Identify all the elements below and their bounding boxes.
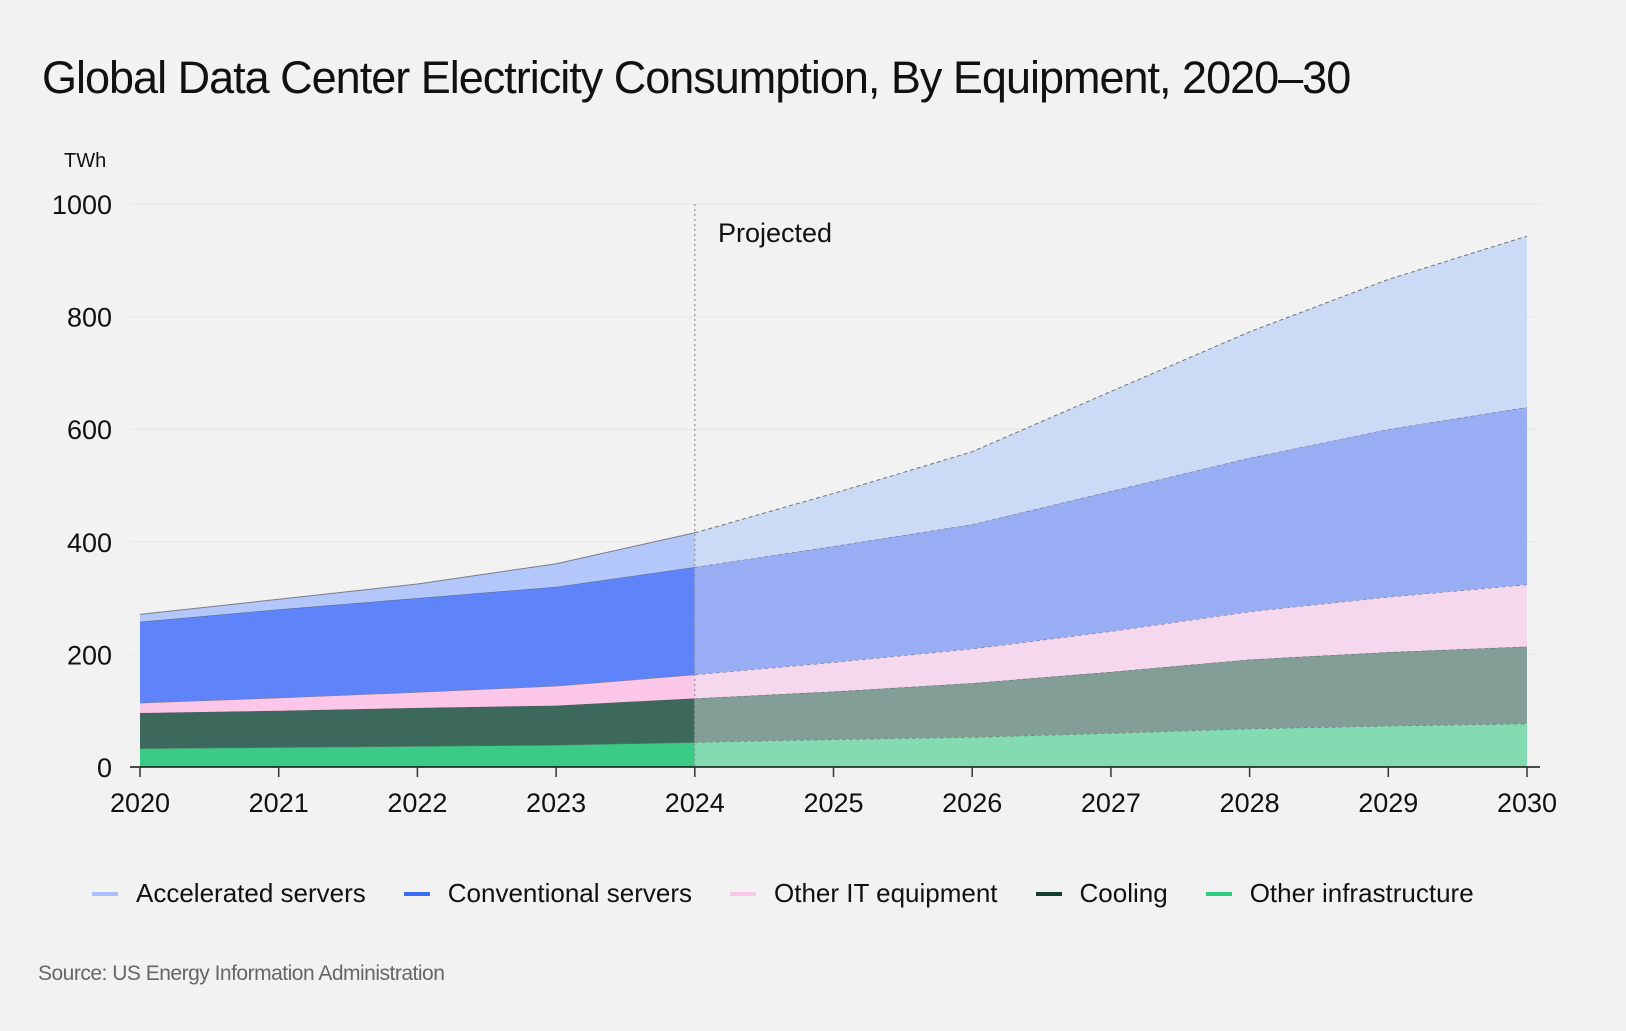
x-tick-label: 2026 xyxy=(942,788,1002,818)
area-cooling-projected xyxy=(694,646,1527,743)
legend-swatch xyxy=(1035,891,1062,896)
areas xyxy=(139,235,1528,767)
area-other-infrastructure-historical xyxy=(140,742,695,767)
x-tick-label: 2028 xyxy=(1220,788,1280,818)
legend-item: Other IT equipment xyxy=(730,878,998,909)
area-other-it-equipment-projected xyxy=(694,584,1527,699)
chart-title: Global Data Center Electricity Consumpti… xyxy=(42,52,1351,103)
y-tick-label: 200 xyxy=(67,640,112,670)
legend-swatch xyxy=(730,891,756,896)
x-tick-label: 2027 xyxy=(1081,788,1141,818)
legend-label: Cooling xyxy=(1079,878,1168,908)
x-tick-label: 2022 xyxy=(387,788,447,818)
legend: Accelerated servers Conventional servers O… xyxy=(92,878,1512,909)
legend-swatch xyxy=(1205,891,1232,896)
projected-label: Projected xyxy=(718,218,832,248)
x-tick-label: 2024 xyxy=(665,788,725,818)
area-other-it-equipment-historical xyxy=(140,674,695,713)
source-note: Source: US Energy Information Administra… xyxy=(38,962,445,985)
legend-item: Accelerated servers xyxy=(92,878,366,909)
x-tick-label: 2023 xyxy=(526,788,586,818)
legend-label: Accelerated servers xyxy=(136,878,366,908)
x-tick-label: 2025 xyxy=(803,788,863,818)
x-tick-label: 2030 xyxy=(1497,788,1557,818)
axes: 0 200 400 600 800 1000 2020 2021 2022 2023 2024 202… xyxy=(52,190,1557,818)
y-tick-label: 400 xyxy=(67,528,112,558)
area-conventional-servers-historical xyxy=(140,567,695,703)
legend-item: Conventional servers xyxy=(403,878,692,909)
legend-item: Other infrastructure xyxy=(1205,878,1474,909)
legend-label: Conventional servers xyxy=(447,878,692,908)
y-tick-label: 800 xyxy=(67,303,112,333)
x-tick-label: 2020 xyxy=(110,788,170,818)
y-tick-label: 0 xyxy=(97,753,112,783)
legend-item: Cooling xyxy=(1035,878,1168,909)
legend-label: Other infrastructure xyxy=(1249,878,1474,908)
area-conventional-servers-projected xyxy=(694,407,1527,675)
y-tick-label: 600 xyxy=(67,415,112,445)
x-tick-label: 2029 xyxy=(1358,788,1418,818)
area-accelerated-servers-projected xyxy=(694,236,1527,568)
series-line-historical xyxy=(139,532,695,615)
area-other-infrastructure-projected xyxy=(694,723,1527,767)
x-tick-label: 2021 xyxy=(249,788,309,818)
y-tick-label: 1000 xyxy=(52,190,112,220)
legend-swatch xyxy=(403,891,430,896)
legend-label: Other IT equipment xyxy=(774,878,998,908)
y-axis-unit: TWh xyxy=(64,150,107,172)
legend-swatch xyxy=(92,891,118,896)
